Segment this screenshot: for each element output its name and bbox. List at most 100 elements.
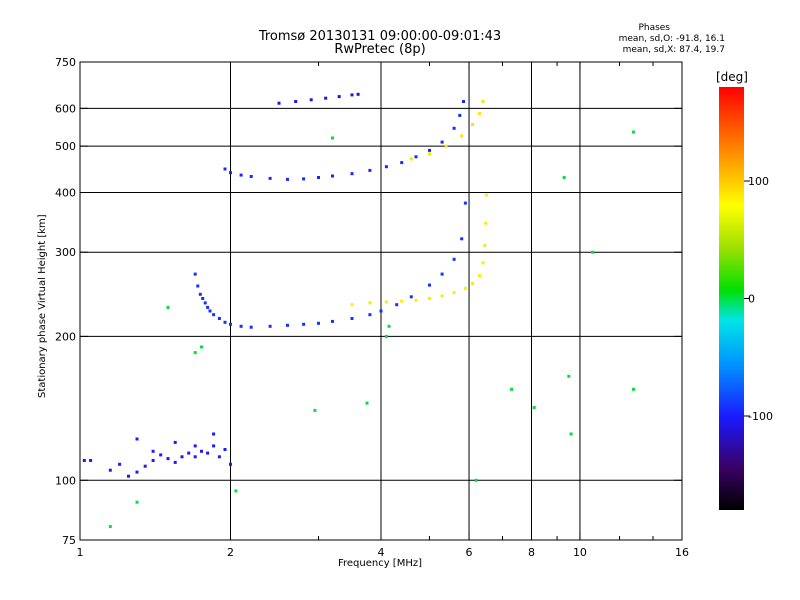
data-point bbox=[350, 303, 354, 307]
data-point bbox=[212, 313, 216, 317]
data-point bbox=[173, 440, 177, 444]
data-point bbox=[223, 320, 227, 324]
data-point bbox=[632, 387, 635, 391]
data-point bbox=[286, 323, 289, 327]
x-tick-label: 10 bbox=[573, 546, 587, 559]
series-f-region-x-mode-trace bbox=[350, 193, 488, 307]
data-point bbox=[223, 448, 227, 451]
grid-layer bbox=[80, 62, 682, 540]
data-point bbox=[409, 157, 413, 161]
data-point bbox=[277, 101, 281, 105]
y-tick-label: 400 bbox=[55, 186, 76, 199]
data-point bbox=[118, 462, 122, 466]
data-point bbox=[135, 500, 139, 504]
data-point bbox=[356, 92, 360, 96]
data-point bbox=[229, 171, 232, 175]
data-point bbox=[384, 165, 388, 169]
data-point bbox=[632, 130, 635, 134]
data-point bbox=[484, 193, 488, 197]
data-point bbox=[89, 459, 93, 462]
data-point bbox=[193, 455, 197, 459]
data-point bbox=[478, 274, 482, 278]
data-point bbox=[206, 451, 210, 455]
data-point bbox=[440, 294, 444, 298]
data-point bbox=[180, 455, 184, 459]
data-point bbox=[223, 167, 227, 171]
data-point bbox=[474, 478, 478, 482]
colorbar-tick-label: -100 bbox=[748, 410, 773, 423]
data-point bbox=[217, 455, 221, 459]
data-point bbox=[206, 305, 210, 309]
data-point bbox=[201, 297, 205, 300]
data-point bbox=[337, 95, 341, 99]
data-point bbox=[193, 351, 197, 355]
colorbar-tick-label: 0 bbox=[748, 293, 755, 306]
tick-layer: 1 2 4 6 8 10 16 75 100 200 300 400 500 600 750 bbox=[55, 56, 689, 559]
y-tick-label: 500 bbox=[55, 140, 76, 153]
data-point bbox=[193, 272, 197, 276]
data-point bbox=[368, 313, 372, 317]
data-point bbox=[143, 464, 147, 468]
colorbar bbox=[719, 87, 744, 510]
data-point bbox=[203, 301, 207, 305]
data-point bbox=[200, 345, 203, 349]
data-point bbox=[217, 317, 221, 320]
data-point bbox=[452, 291, 456, 295]
series-scattered-echoes bbox=[108, 130, 635, 529]
data-point bbox=[440, 272, 444, 276]
data-point bbox=[249, 175, 253, 178]
data-point bbox=[440, 140, 444, 144]
data-point bbox=[384, 334, 388, 338]
data-point bbox=[562, 176, 566, 179]
data-point bbox=[532, 406, 536, 409]
data-point bbox=[395, 303, 399, 307]
data-point bbox=[428, 148, 431, 152]
data-point bbox=[463, 286, 467, 290]
y-tick-label: 100 bbox=[55, 474, 76, 487]
data-point bbox=[428, 283, 431, 287]
data-point bbox=[317, 176, 320, 179]
chart-subtitle: RwPretec (8p) bbox=[334, 42, 426, 57]
trace-layer bbox=[82, 92, 635, 529]
data-point bbox=[510, 387, 514, 391]
phase-box-x-mode: mean, sd,X: 87.4, 19.7 bbox=[622, 45, 725, 55]
data-point bbox=[193, 444, 197, 448]
data-point bbox=[82, 459, 86, 462]
series-e-region-echoes bbox=[82, 432, 232, 478]
data-point bbox=[166, 457, 170, 461]
data-point bbox=[400, 161, 404, 165]
data-point bbox=[331, 136, 334, 140]
data-point bbox=[108, 525, 112, 529]
data-point bbox=[268, 324, 272, 328]
y-tick-label: 75 bbox=[62, 534, 76, 547]
data-point bbox=[368, 301, 372, 305]
data-point bbox=[166, 305, 170, 309]
data-point bbox=[471, 123, 475, 126]
series-multiple-hop-o-mode-trace bbox=[223, 100, 465, 181]
data-point bbox=[324, 96, 328, 100]
data-point bbox=[212, 444, 216, 448]
data-point bbox=[294, 100, 298, 103]
x-tick-label: 6 bbox=[466, 546, 473, 559]
x-tick-label: 16 bbox=[675, 546, 689, 559]
colorbar-unit-label: [deg] bbox=[716, 70, 748, 84]
data-point bbox=[229, 462, 232, 466]
data-point bbox=[483, 243, 487, 247]
data-point bbox=[478, 112, 482, 116]
colorbar-ticks: 100 0 -100 bbox=[744, 175, 773, 423]
data-point bbox=[159, 453, 163, 457]
x-tick-label: 4 bbox=[378, 546, 385, 559]
data-point bbox=[428, 297, 431, 300]
data-point bbox=[384, 300, 388, 304]
data-point bbox=[379, 309, 383, 313]
colorbar-tick-label: 100 bbox=[748, 175, 769, 188]
data-point bbox=[350, 93, 354, 97]
data-point bbox=[365, 401, 369, 405]
data-point bbox=[409, 295, 413, 299]
series-upper-echo-trace bbox=[277, 92, 360, 105]
data-point bbox=[234, 489, 238, 493]
data-point bbox=[331, 174, 334, 178]
data-point bbox=[591, 250, 595, 254]
x-tick-label: 1 bbox=[77, 546, 84, 559]
